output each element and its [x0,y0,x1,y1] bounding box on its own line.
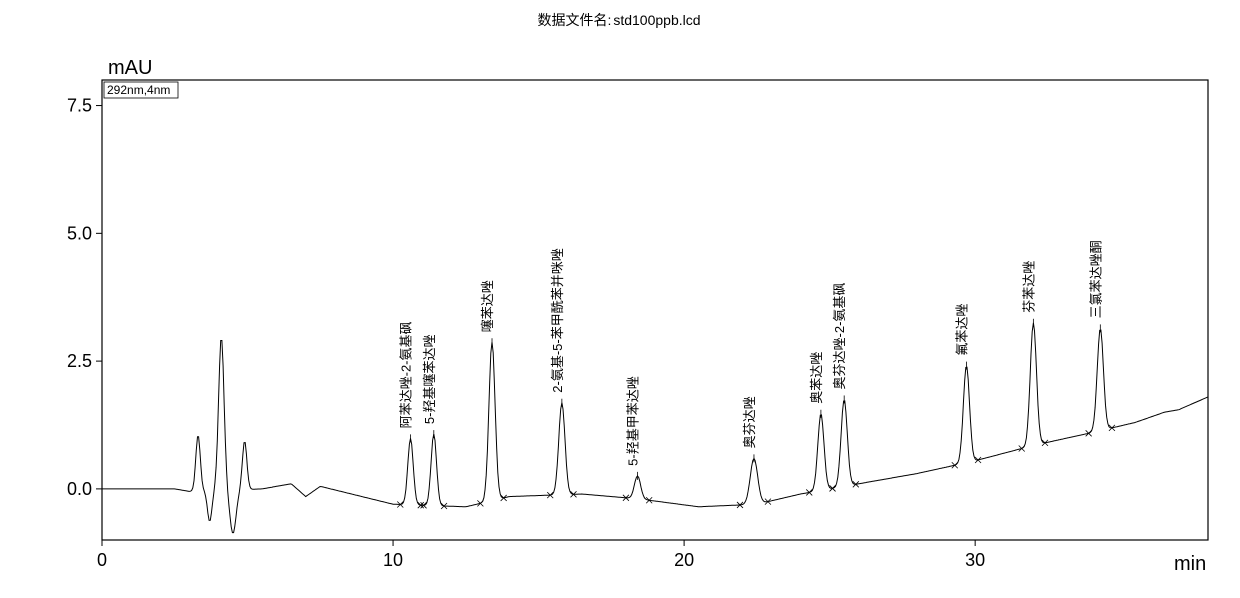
peak-label: 2-氨基-5-苯甲酰苯并咪唑 [550,248,565,392]
y-unit-label: mAU [108,57,152,79]
x-tick-label: 20 [674,550,694,570]
x-tick-label: 10 [383,550,403,570]
peak-label: 奥芬达唑 [742,396,757,448]
peak-label: 氟苯达唑 [954,304,969,356]
x-tick-label: 0 [97,550,107,570]
chromatogram-trace [102,323,1208,533]
peak-label: 阿苯达唑-2-氨基砜 [399,322,414,429]
title-prefix: 数据文件名: [537,12,611,28]
peak-label: 奥芬达唑-2-氨基砜 [832,283,847,390]
x-unit-label: min [1174,553,1206,575]
peak-label: 5-羟基甲苯达唑 [626,376,641,466]
y-tick-label: 0.0 [67,479,92,499]
title-row: 数据文件名:std100ppb.lcd [0,0,1240,30]
y-tick-label: 2.5 [67,351,92,371]
peak-label: 三氯苯达唑酮 [1088,240,1103,318]
peak-label: 5-羟基噻苯达唑 [422,335,437,425]
y-tick-label: 7.5 [67,96,92,116]
plot-border [102,80,1208,540]
peak-label: 噻苯达唑 [480,280,495,332]
peak-label: 芬苯达唑 [1021,261,1036,313]
chromatogram-chart: mAU min 292nm,4nm 0.0 2.5 5.0 7.5 0 10 20 30 阿苯达唑-2… [20,50,1220,580]
peak-label: 奥苯达唑 [809,352,824,404]
x-tick-label: 30 [965,550,985,570]
wavelength-text: 292nm,4nm [107,83,170,97]
y-tick-label: 5.0 [67,223,92,243]
title-filename: std100ppb.lcd [613,12,700,28]
chromatogram-svg: mAU min 292nm,4nm 0.0 2.5 5.0 7.5 0 10 20 30 阿苯达唑-2… [20,50,1220,580]
